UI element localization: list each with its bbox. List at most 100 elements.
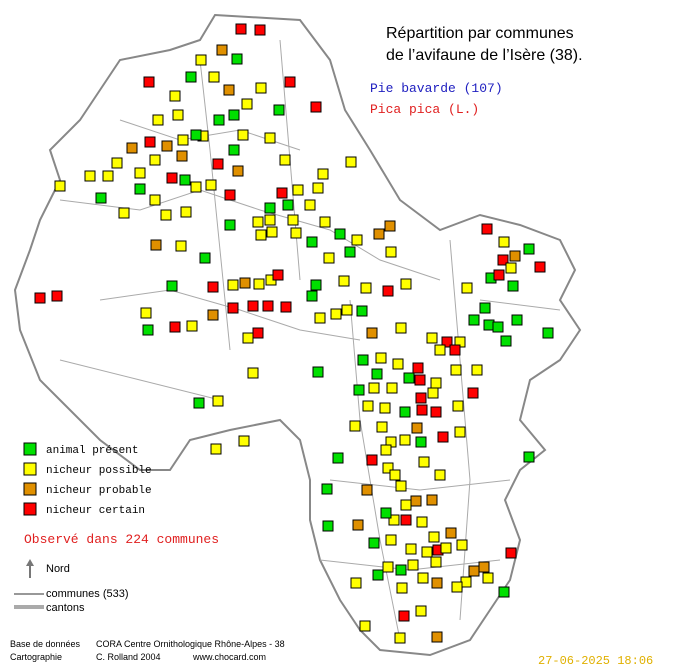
commune-marker	[238, 435, 250, 447]
commune-marker	[410, 495, 422, 507]
mapping-label: Cartographie	[10, 652, 62, 662]
commune-marker	[149, 154, 161, 166]
commune-marker	[350, 577, 362, 589]
commune-marker	[166, 280, 178, 292]
commune-marker	[237, 129, 249, 141]
commune-marker	[232, 165, 244, 177]
commune-marker	[344, 246, 356, 258]
department-outline	[13, 13, 582, 657]
commune-marker	[253, 278, 265, 290]
commune-marker	[102, 170, 114, 182]
commune-marker	[399, 434, 411, 446]
commune-marker	[427, 387, 439, 399]
commune-marker	[272, 269, 284, 281]
commune-marker	[449, 344, 461, 356]
commune-marker	[34, 292, 46, 304]
commune-marker	[190, 181, 202, 193]
commune-marker	[394, 632, 406, 644]
commune-marker	[353, 384, 365, 396]
commune-marker	[213, 114, 225, 126]
commune-marker	[450, 364, 462, 376]
date-stamp: 27-06-2025 18:06	[538, 654, 653, 668]
commune-marker	[380, 507, 392, 519]
commune-marker	[118, 207, 130, 219]
cantons-label: cantons	[46, 602, 85, 614]
commune-marker	[418, 456, 430, 468]
commune-marker	[227, 302, 239, 314]
commune-marker	[431, 577, 443, 589]
commune-marker	[193, 397, 205, 409]
legend-label: nicheur possible	[46, 465, 152, 477]
commune-marker	[523, 243, 535, 255]
legend: animal présent nicheur possible nicheur pr…	[23, 442, 152, 517]
commune-marker	[396, 582, 408, 594]
commune-marker	[255, 82, 267, 94]
observed-count: Observé dans 224 communes	[24, 532, 219, 547]
commune-marker	[403, 372, 415, 384]
commune-marker	[430, 556, 442, 568]
commune-marker	[366, 454, 378, 466]
commune-marker	[440, 542, 452, 554]
commune-marker	[287, 214, 299, 226]
commune-marker	[368, 537, 380, 549]
commune-marker	[142, 324, 154, 336]
commune-marker	[212, 395, 224, 407]
commune-marker	[468, 314, 480, 326]
legend-label: animal présent	[46, 445, 138, 457]
commune-marker	[384, 220, 396, 232]
commune-marker	[216, 44, 228, 56]
commune-marker	[368, 382, 380, 394]
commune-marker	[252, 327, 264, 339]
north-arrow-head	[26, 559, 34, 566]
commune-marker	[451, 581, 463, 593]
commune-marker	[399, 406, 411, 418]
commune-marker	[317, 168, 329, 180]
commune-marker	[176, 150, 188, 162]
commune-marker	[341, 304, 353, 316]
commune-marker	[51, 290, 63, 302]
commune-marker	[140, 307, 152, 319]
commune-marker	[247, 367, 259, 379]
commune-marker	[500, 335, 512, 347]
species-latin-name: Pica pica (L.)	[370, 102, 479, 117]
commune-marker	[400, 278, 412, 290]
commune-marker	[276, 187, 288, 199]
commune-marker	[507, 280, 519, 292]
commune-marker	[169, 90, 181, 102]
commune-marker	[210, 443, 222, 455]
commune-marker	[212, 158, 224, 170]
commune-marker	[411, 422, 423, 434]
commune-marker	[321, 483, 333, 495]
commune-marker	[149, 194, 161, 206]
commune-marker	[357, 354, 369, 366]
commune-marker	[179, 174, 191, 186]
commune-marker	[415, 392, 427, 404]
commune-marker	[456, 539, 468, 551]
commune-marker	[382, 285, 394, 297]
legend-label: nicheur probable	[46, 485, 152, 497]
commune-marker	[126, 142, 138, 154]
commune-marker	[362, 400, 374, 412]
legend-swatch	[23, 482, 37, 496]
commune-marker	[228, 144, 240, 156]
commune-marker	[482, 572, 494, 584]
commune-marker	[224, 219, 236, 231]
commune-marker	[152, 114, 164, 126]
commune-marker	[352, 519, 364, 531]
commune-marker	[208, 71, 220, 83]
commune-marker	[371, 368, 383, 380]
database-name: CORA Centre Ornithologique Rhône-Alpes -…	[96, 639, 285, 649]
commune-marker	[356, 305, 368, 317]
commune-marker	[314, 312, 326, 324]
species-common-name: Pie bavarde (107)	[370, 81, 503, 96]
commune-marker	[366, 327, 378, 339]
legend-swatch	[23, 462, 37, 476]
legend-swatch	[23, 502, 37, 516]
commune-marker	[84, 170, 96, 182]
commune-marker	[407, 559, 419, 571]
commune-marker	[417, 572, 429, 584]
website: www.chocard.com	[192, 652, 266, 662]
commune-marker	[426, 494, 438, 506]
commune-marker	[434, 469, 446, 481]
commune-marker	[186, 320, 198, 332]
